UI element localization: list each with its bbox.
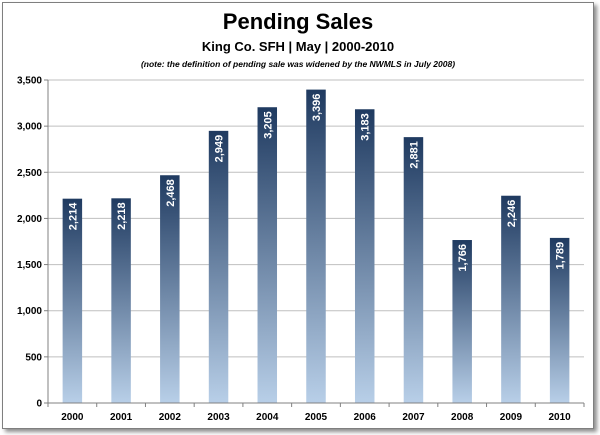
x-tick-label: 2003 [207,412,230,423]
y-tick-label: 3,000 [17,122,42,133]
data-label: 1,789 [555,242,567,270]
bar-2010 [549,237,570,403]
bar-2004 [257,107,278,403]
bar-2006 [354,109,375,403]
x-tick-label: 2004 [256,412,279,423]
y-tick-label: 500 [25,352,42,363]
x-tick-label: 2009 [500,412,523,423]
bars: 2,214 2,218 2,468 2,949 3,205 3,396 3,183 2,881… [62,89,570,403]
y-tick-label: 2,500 [17,168,42,179]
chart-title: Pending Sales [222,9,374,34]
y-tick-label: 0 [36,399,42,410]
bar-2003 [208,130,229,403]
x-tick-label: 2002 [159,412,182,423]
data-label: 2,949 [214,135,226,163]
x-tick-label: 2000 [61,412,84,423]
x-tick-label: 2010 [549,412,572,423]
chart-note: (note: the definition of pending sale wa… [140,59,456,69]
bar-2002 [160,175,180,403]
y-tick-label: 2,000 [17,214,42,225]
axes: 0 500 1,000 1,500 2,000 2,500 3,000 3,500 2000 20… [17,76,585,423]
x-tick-label: 2001 [110,412,133,423]
data-label: 3,183 [360,113,372,141]
y-tick-label: 1,000 [17,306,42,317]
data-label: 2,468 [165,179,177,207]
x-tick-label: 2008 [451,412,474,423]
chart-frame: Pending Sales King Co. SFH | May | 2000-… [2,2,594,429]
y-tick-label: 1,500 [17,260,42,271]
x-tick-label: 2006 [354,412,377,423]
bar-2005 [306,89,326,403]
data-label: 1,766 [457,244,469,272]
x-tick-label: 2007 [402,412,425,423]
data-label: 2,218 [116,202,128,230]
bar-2001 [111,198,131,403]
x-tick-label: 2005 [305,412,328,423]
y-tick-label: 3,500 [17,76,42,87]
data-label: 3,396 [311,94,323,122]
bar-2009 [501,195,521,403]
bar-2000 [62,198,83,403]
data-label: 2,881 [408,141,420,169]
data-label: 2,246 [506,200,518,228]
bar-2008 [452,240,472,403]
chart-subtitle: King Co. SFH | May | 2000-2010 [201,39,395,54]
data-label: 3,205 [262,111,274,139]
bar-2007 [403,137,424,403]
data-label: 2,214 [67,202,79,230]
